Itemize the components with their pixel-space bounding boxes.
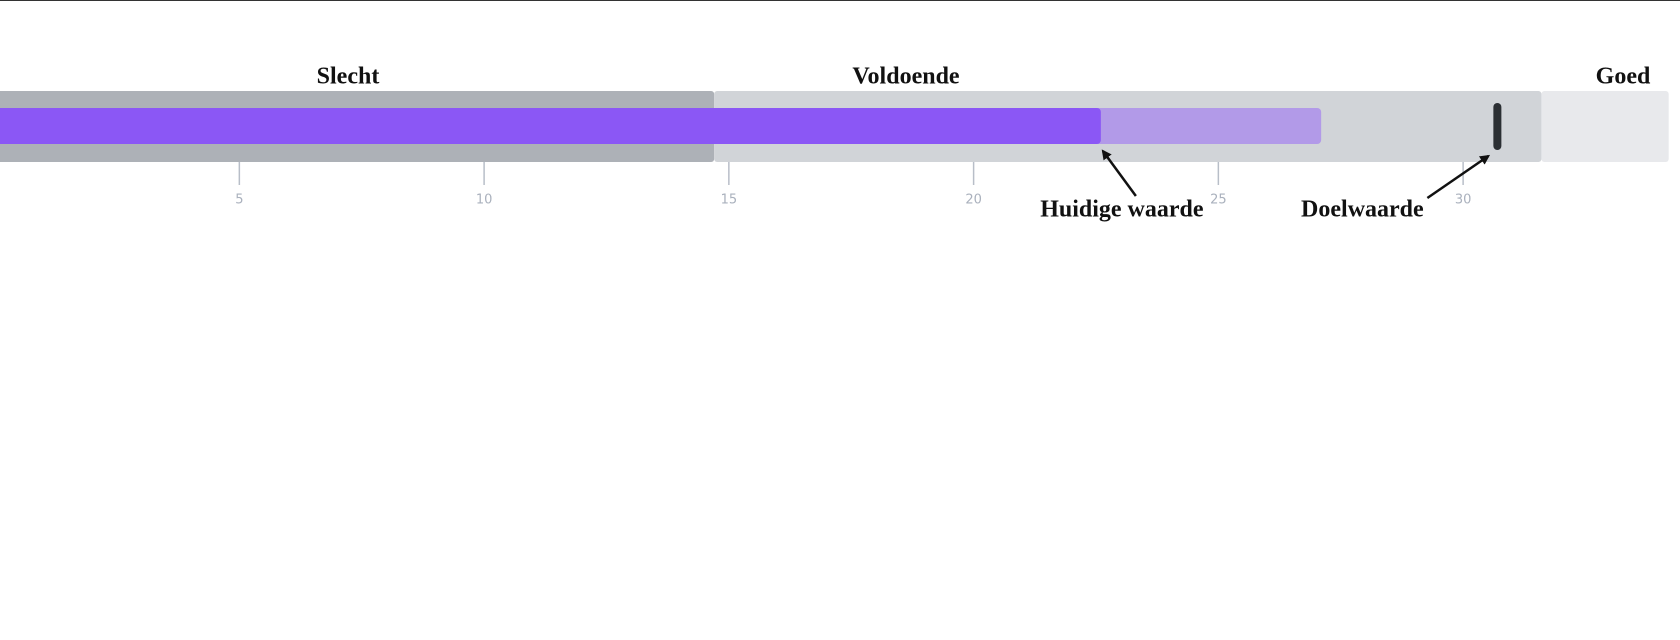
tick-label: 25 xyxy=(1210,193,1227,208)
annotation-arrow xyxy=(1101,149,1137,197)
tick-label: 20 xyxy=(965,193,982,208)
band-label: Slecht xyxy=(317,64,380,90)
tick-label: 5 xyxy=(235,193,243,208)
band-label: Voldoende xyxy=(852,64,959,90)
range-band xyxy=(1541,91,1669,162)
tick-label: 10 xyxy=(476,193,493,208)
annotation-arrow xyxy=(1426,154,1491,200)
target-marker xyxy=(1493,103,1502,150)
tick-label: 30 xyxy=(1455,193,1472,208)
annotation: Doelwaarde xyxy=(1301,197,1424,223)
actual-bar xyxy=(0,108,1101,144)
band-label: Goed xyxy=(1596,64,1651,90)
annotation: Huidige waarde xyxy=(1040,197,1204,223)
tick-label: 15 xyxy=(721,193,738,208)
